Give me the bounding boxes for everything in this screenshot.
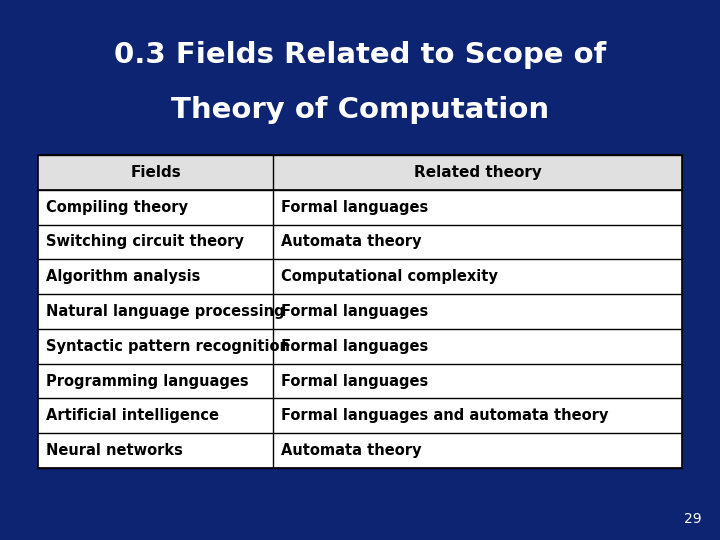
Text: Fields: Fields (130, 165, 181, 180)
Text: Automata theory: Automata theory (281, 443, 422, 458)
Text: Programming languages: Programming languages (46, 374, 248, 389)
Text: Formal languages: Formal languages (281, 339, 428, 354)
Text: Computational complexity: Computational complexity (281, 269, 498, 284)
Text: 0.3 Fields Related to Scope of: 0.3 Fields Related to Scope of (114, 41, 606, 69)
Text: Formal languages: Formal languages (281, 200, 428, 215)
Text: Theory of Computation: Theory of Computation (171, 96, 549, 124)
Text: Automata theory: Automata theory (281, 234, 422, 249)
Text: Artificial intelligence: Artificial intelligence (46, 408, 219, 423)
Text: Compiling theory: Compiling theory (46, 200, 188, 215)
Text: Natural language processing: Natural language processing (46, 304, 284, 319)
Text: Formal languages and automata theory: Formal languages and automata theory (281, 408, 608, 423)
Bar (38, 155, 682, 190)
Text: Formal languages: Formal languages (281, 304, 428, 319)
Text: 29: 29 (685, 512, 702, 526)
Text: Syntactic pattern recognition: Syntactic pattern recognition (46, 339, 290, 354)
Text: Algorithm analysis: Algorithm analysis (46, 269, 200, 284)
Text: Formal languages: Formal languages (281, 374, 428, 389)
Text: Related theory: Related theory (413, 165, 541, 180)
Bar (38, 155, 682, 468)
Text: Neural networks: Neural networks (46, 443, 183, 458)
Text: Switching circuit theory: Switching circuit theory (46, 234, 244, 249)
